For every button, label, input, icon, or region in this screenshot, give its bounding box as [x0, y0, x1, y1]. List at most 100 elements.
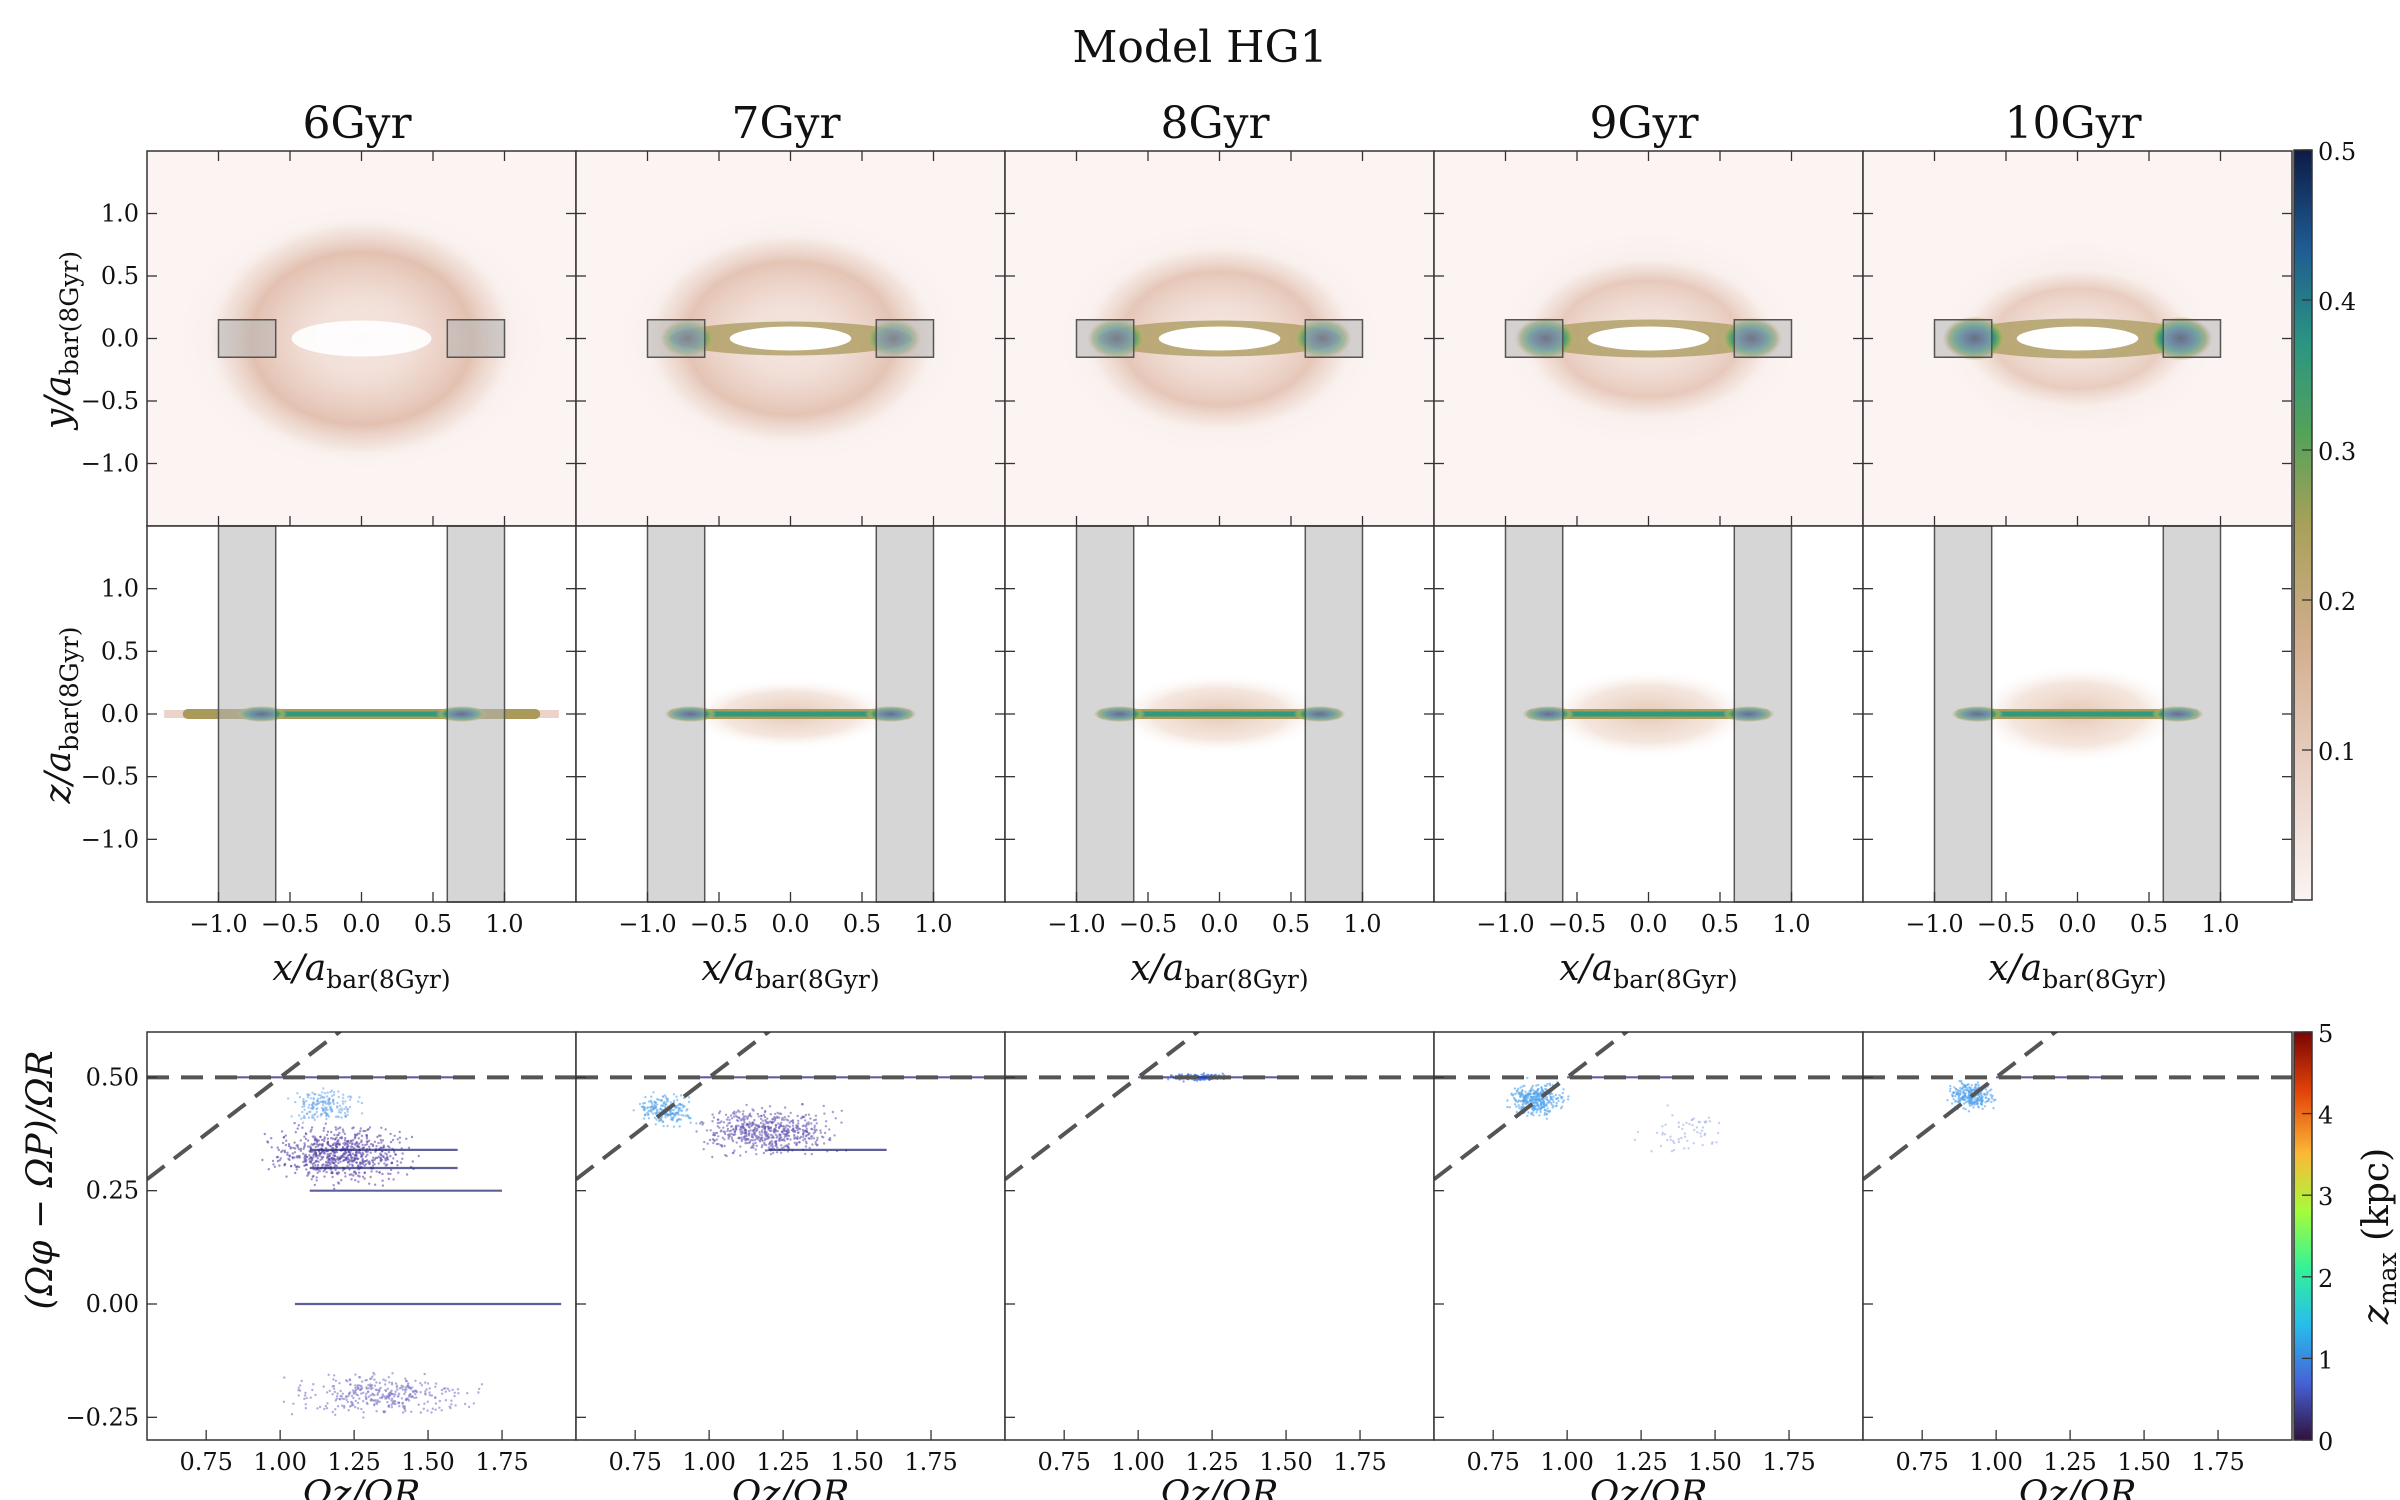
scatter-point — [382, 1144, 385, 1147]
scatter-point — [1517, 1106, 1521, 1109]
scatter-point — [314, 1393, 317, 1397]
faceon-bar-box-1 — [1733, 319, 1793, 358]
edgeon-ytick-label: −0.5 — [81, 763, 139, 791]
scatter-point — [751, 1108, 754, 1111]
scatter-point — [315, 1140, 319, 1144]
scatter-point — [347, 1150, 350, 1153]
scatter-point — [348, 1153, 352, 1157]
scatter-point — [339, 1157, 342, 1161]
scatter-point — [343, 1171, 347, 1175]
scatter-point — [342, 1142, 345, 1145]
scatter-point — [675, 1120, 679, 1123]
scatter-point — [1948, 1090, 1952, 1093]
scatter-point — [463, 1402, 467, 1406]
edgeon-disk-core — [1545, 711, 1752, 717]
scatter-point — [357, 1137, 360, 1140]
scatter-point — [771, 1118, 775, 1121]
scatter-point — [343, 1139, 347, 1142]
frequency-xtick-label: 1.75 — [904, 1448, 957, 1476]
scatter-point — [702, 1148, 705, 1151]
frequency-xtick-label: 0.75 — [1037, 1448, 1090, 1476]
scatter-point — [337, 1138, 340, 1142]
scatter-point — [1677, 1138, 1681, 1141]
scatter-point — [1530, 1107, 1534, 1111]
scatter-point — [345, 1398, 348, 1402]
scatter-point — [322, 1139, 326, 1143]
scatter-point — [404, 1390, 407, 1394]
scatter-point — [1958, 1079, 1961, 1083]
scatter-point — [1669, 1135, 1672, 1138]
scatter-point — [811, 1135, 814, 1138]
edgeon-ytick-label: 0.5 — [101, 637, 139, 665]
scatter-point — [771, 1121, 774, 1125]
scatter-point — [1534, 1093, 1537, 1096]
scatter-point — [318, 1170, 321, 1173]
scatter-point — [310, 1126, 314, 1129]
scatter-point — [311, 1091, 314, 1094]
scatter-point — [1528, 1093, 1532, 1096]
frequency-xtick-label: 1.50 — [830, 1448, 883, 1476]
scatter-point — [748, 1131, 751, 1135]
cbar-zmax-tick-label: 4 — [2318, 1102, 2333, 1130]
scatter-point — [754, 1127, 757, 1130]
scatter-point — [763, 1110, 767, 1114]
scatter-point — [377, 1162, 380, 1165]
scatter-point — [1527, 1096, 1530, 1099]
column-title-7gyr: 7Gyr — [731, 98, 841, 149]
scatter-point — [1990, 1088, 1993, 1091]
scatter-point — [317, 1143, 321, 1147]
scatter-point — [326, 1140, 330, 1144]
scatter-point — [815, 1128, 818, 1132]
scatter-point — [278, 1159, 281, 1162]
scatter-point — [334, 1399, 337, 1402]
scatter-point — [834, 1117, 837, 1120]
scatter-point — [355, 1144, 358, 1148]
edgeon-xtick-label: 0.0 — [1629, 910, 1667, 938]
scatter-point — [334, 1413, 337, 1417]
edgeon-xlabel: x/abar(8Gyr) — [272, 948, 450, 994]
scatter-point — [323, 1175, 326, 1178]
scatter-point — [406, 1384, 409, 1387]
scatter-point — [326, 1402, 329, 1405]
scatter-point — [351, 1139, 355, 1142]
faceon-panel-6Gyr: 1.0 0.5 0.0 −0.5 −1.0 — [81, 150, 577, 527]
scatter-point — [373, 1384, 377, 1387]
faceon-ytick-label: −0.5 — [81, 387, 139, 415]
scatter-point — [294, 1171, 297, 1175]
frequency-ytick-label: 0.25 — [86, 1177, 139, 1205]
scatter-point — [1535, 1091, 1539, 1094]
scatter-point — [670, 1116, 673, 1119]
scatter-point — [1543, 1084, 1547, 1087]
scatter-point — [1549, 1101, 1553, 1105]
scatter-point — [400, 1386, 403, 1390]
scatter-point — [791, 1124, 795, 1127]
edgeon-xtick-label: −1.0 — [1476, 910, 1534, 938]
scatter-point — [785, 1144, 788, 1147]
scatter-point — [456, 1388, 460, 1391]
edgeon-xtick-label: 1.0 — [485, 910, 523, 938]
scatter-point — [739, 1130, 742, 1134]
scatter-point — [352, 1396, 355, 1400]
scatter-point — [344, 1175, 347, 1178]
scatter-point — [301, 1110, 304, 1114]
scatter-point — [1543, 1109, 1547, 1112]
scatter-point — [302, 1098, 305, 1101]
scatter-point — [1956, 1091, 1960, 1095]
scatter-point — [307, 1106, 310, 1109]
scatter-point — [383, 1157, 387, 1160]
scatter-point — [669, 1101, 672, 1104]
frequency-background — [147, 1032, 576, 1440]
frequency-panel-6Gyr: 0.50 0.25 0.00 −0.25 0.75 1.00 1.25 1.50 1.75 Ωz/… — [65, 1031, 577, 1500]
scatter-point — [323, 1101, 327, 1104]
scatter-point — [419, 1391, 422, 1394]
scatter-point — [326, 1153, 329, 1156]
scatter-point — [1688, 1122, 1691, 1126]
scatter-point — [1959, 1089, 1962, 1092]
scatter-point — [308, 1171, 311, 1174]
scatter-point — [661, 1104, 665, 1108]
scatter-point — [457, 1392, 460, 1395]
scatter-point — [1986, 1090, 1989, 1094]
scatter-point — [1561, 1091, 1565, 1095]
scatter-point — [325, 1407, 329, 1410]
scatter-point — [357, 1180, 360, 1183]
